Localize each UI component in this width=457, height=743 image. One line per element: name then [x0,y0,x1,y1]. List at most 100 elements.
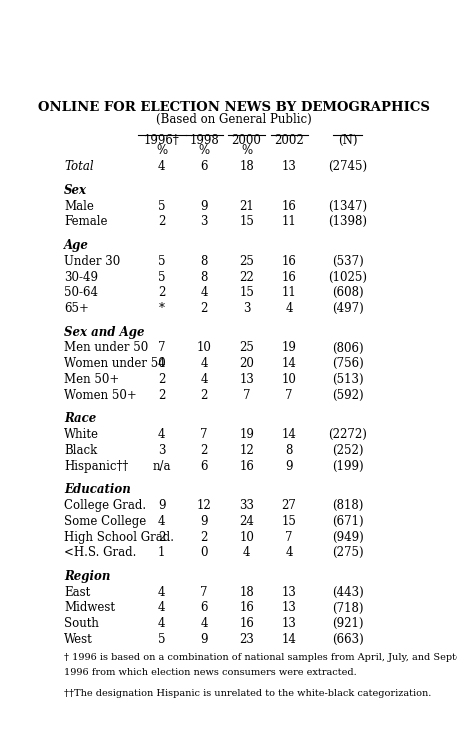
Text: (2745): (2745) [328,160,367,173]
Text: Male: Male [64,200,94,212]
Text: 9: 9 [158,499,165,512]
Text: *: * [159,302,165,315]
Text: 10: 10 [282,373,297,386]
Text: 7: 7 [158,342,165,354]
Text: White: White [64,428,99,441]
Text: 14: 14 [282,428,297,441]
Text: 4: 4 [200,373,208,386]
Text: 27: 27 [282,499,297,512]
Text: 9: 9 [200,200,208,212]
Text: Education: Education [64,484,131,496]
Text: ††The designation Hispanic is unrelated to the white-black categorization.: ††The designation Hispanic is unrelated … [64,689,431,698]
Text: 2: 2 [201,531,208,544]
Text: (Based on General Public): (Based on General Public) [156,113,312,126]
Text: 11: 11 [282,215,297,228]
Text: 2: 2 [201,444,208,457]
Text: 1996 from which election news consumers were extracted.: 1996 from which election news consumers … [64,668,357,677]
Text: (1398): (1398) [328,215,367,228]
Text: 1: 1 [158,546,165,559]
Text: 16: 16 [282,200,297,212]
Text: 19: 19 [282,342,297,354]
Text: 5: 5 [158,255,165,267]
Text: 13: 13 [282,585,297,599]
Text: 4: 4 [158,602,165,614]
Text: Female: Female [64,215,108,228]
Text: (818): (818) [332,499,363,512]
Text: (1025): (1025) [328,270,367,284]
Text: Sex and Age: Sex and Age [64,325,145,339]
Text: 2: 2 [158,286,165,299]
Text: 25: 25 [239,255,254,267]
Text: 16: 16 [282,270,297,284]
Text: 6: 6 [200,460,208,473]
Text: Midwest: Midwest [64,602,115,614]
Text: Total: Total [64,160,94,173]
Text: Black: Black [64,444,97,457]
Text: 4: 4 [200,617,208,630]
Text: 9: 9 [200,515,208,528]
Text: (806): (806) [332,342,363,354]
Text: 10: 10 [197,342,212,354]
Text: 10: 10 [239,531,254,544]
Text: 19: 19 [239,428,254,441]
Text: 4: 4 [158,428,165,441]
Text: 15: 15 [282,515,297,528]
Text: Hispanic††: Hispanic†† [64,460,128,473]
Text: 13: 13 [282,160,297,173]
Text: 15: 15 [239,215,254,228]
Text: 13: 13 [239,373,254,386]
Text: (513): (513) [332,373,363,386]
Text: 25: 25 [239,342,254,354]
Text: 2000: 2000 [232,134,261,147]
Text: (592): (592) [332,389,363,402]
Text: 7: 7 [285,389,293,402]
Text: 1998: 1998 [189,134,219,147]
Text: 5: 5 [158,200,165,212]
Text: 11: 11 [282,286,297,299]
Text: 9: 9 [285,460,293,473]
Text: %: % [198,143,210,157]
Text: 2: 2 [158,373,165,386]
Text: (497): (497) [332,302,363,315]
Text: 0: 0 [200,546,208,559]
Text: 8: 8 [201,270,208,284]
Text: Some College: Some College [64,515,146,528]
Text: 7: 7 [200,428,208,441]
Text: 2: 2 [201,302,208,315]
Text: 4: 4 [158,160,165,173]
Text: Sex: Sex [64,184,87,197]
Text: 5: 5 [158,270,165,284]
Text: 4: 4 [285,302,293,315]
Text: 4: 4 [243,546,250,559]
Text: East: East [64,585,90,599]
Text: (671): (671) [332,515,363,528]
Text: %: % [156,143,167,157]
Text: 12: 12 [197,499,212,512]
Text: (1347): (1347) [328,200,367,212]
Text: Women under 50: Women under 50 [64,357,166,370]
Text: (921): (921) [332,617,363,630]
Text: 2: 2 [201,389,208,402]
Text: † 1996 is based on a combination of national samples from April, July, and Septe: † 1996 is based on a combination of nati… [64,653,457,662]
Text: (537): (537) [332,255,363,267]
Text: (663): (663) [332,633,363,646]
Text: (N): (N) [338,134,357,147]
Text: 33: 33 [239,499,254,512]
Text: 3: 3 [200,215,208,228]
Text: 8: 8 [286,444,293,457]
Text: 4: 4 [158,515,165,528]
Text: 2002: 2002 [274,134,304,147]
Text: (252): (252) [332,444,363,457]
Text: ONLINE FOR ELECTION NEWS BY DEMOGRAPHICS: ONLINE FOR ELECTION NEWS BY DEMOGRAPHICS [38,100,430,114]
Text: (2272): (2272) [328,428,367,441]
Text: 4: 4 [200,357,208,370]
Text: Women 50+: Women 50+ [64,389,137,402]
Text: 22: 22 [239,270,254,284]
Text: n/a: n/a [152,460,171,473]
Text: 2: 2 [158,531,165,544]
Text: (608): (608) [332,286,363,299]
Text: 9: 9 [200,633,208,646]
Text: 14: 14 [282,357,297,370]
Text: (275): (275) [332,546,363,559]
Text: 14: 14 [282,633,297,646]
